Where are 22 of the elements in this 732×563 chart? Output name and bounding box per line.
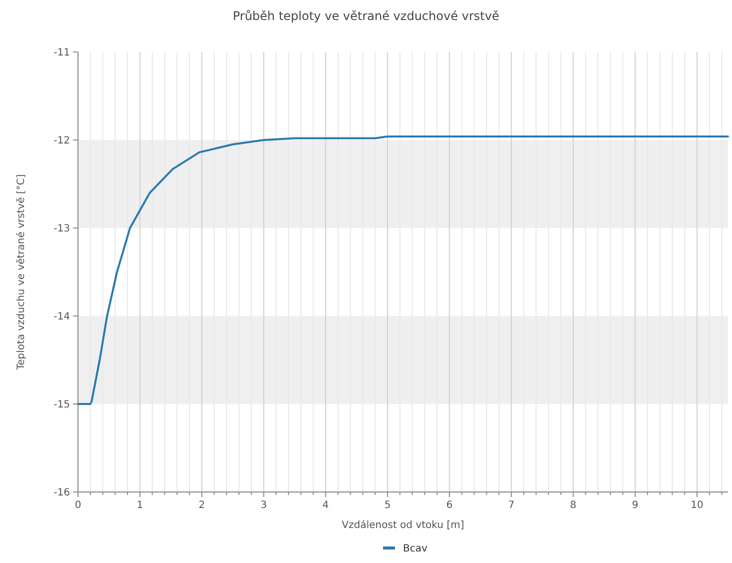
x-tick-label: 4 — [322, 500, 329, 511]
x-tick-label: 9 — [632, 500, 638, 511]
chart-title: Průběh teploty ve větrané vzduchové vrstvě — [232, 9, 500, 23]
y-tick-label: -11 — [54, 48, 70, 58]
y-axis-title: Teplota vzduchu ve větrané vrstvě [°C] — [16, 174, 27, 371]
y-tick-label: -14 — [54, 312, 70, 322]
x-tick-label: 2 — [198, 500, 205, 511]
line-series — [77, 135, 729, 405]
x-tick-label: 8 — [570, 500, 576, 511]
y-tick-label: -15 — [54, 400, 70, 410]
x-tick-label: 1 — [136, 500, 144, 511]
x-tick-label: 7 — [508, 500, 515, 511]
y-tick-label: -16 — [54, 488, 70, 498]
y-tick-label: -13 — [54, 224, 70, 234]
legend-label: Bcav — [403, 544, 428, 554]
x-tick-label: 10 — [690, 500, 704, 511]
y-tick-label: -12 — [54, 136, 70, 146]
x-tick-label: 5 — [384, 500, 391, 511]
x-tick-label: 3 — [260, 500, 267, 511]
x-tick-label: 6 — [446, 500, 453, 511]
x-tick-label: 0 — [74, 500, 82, 511]
x-axis-title: Vzdálenost od vtoku [m] — [342, 520, 464, 531]
